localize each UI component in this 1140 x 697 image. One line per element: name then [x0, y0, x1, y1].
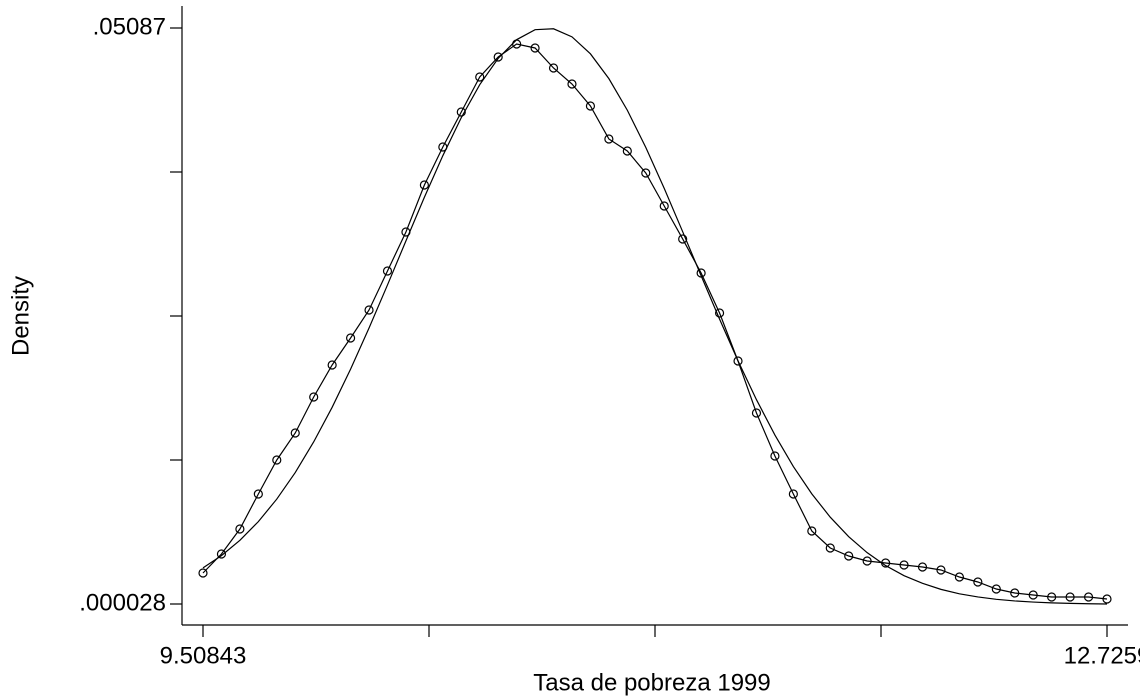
- marker: [198, 568, 208, 578]
- marker: [1047, 592, 1057, 602]
- marker: [364, 305, 374, 315]
- marker: [235, 524, 245, 534]
- marker: [936, 565, 946, 575]
- marker: [954, 572, 965, 582]
- y-tick-label: .000028: [79, 589, 166, 616]
- marker: [382, 266, 393, 276]
- x-tick-label: 12.7259: [1064, 642, 1140, 669]
- y-tick-label: .05087: [93, 13, 166, 40]
- series-line: [202, 28, 1108, 605]
- marker: [770, 451, 780, 461]
- marker: [253, 489, 263, 499]
- marker: [659, 201, 669, 211]
- marker: [991, 584, 1001, 594]
- marker: [272, 455, 282, 465]
- marker: [622, 146, 632, 156]
- marker: [917, 562, 928, 572]
- marker: [456, 107, 466, 117]
- marker: [844, 551, 854, 561]
- marker: [604, 134, 614, 144]
- y-axis-title: Density: [7, 276, 34, 356]
- marker: [585, 101, 596, 111]
- marker: [1102, 594, 1112, 604]
- marker: [1065, 592, 1075, 602]
- marker: [475, 72, 485, 82]
- marker: [1028, 590, 1038, 600]
- marker: [733, 356, 743, 366]
- marker: [973, 577, 983, 587]
- marker: [714, 308, 725, 318]
- marker: [493, 52, 503, 62]
- marker: [678, 234, 688, 244]
- marker: [530, 43, 540, 53]
- marker: [751, 408, 762, 418]
- marker: [899, 560, 909, 570]
- marker: [825, 543, 835, 553]
- marker: [1010, 588, 1020, 598]
- marker: [788, 489, 798, 499]
- marker: [216, 549, 227, 559]
- marker: [327, 360, 337, 370]
- marker: [290, 428, 300, 438]
- marker: [1083, 592, 1094, 602]
- series-line: [202, 43, 1108, 600]
- marker: [567, 79, 577, 89]
- marker: [548, 63, 559, 73]
- marker: [419, 180, 429, 190]
- marker: [641, 168, 651, 178]
- marker: [309, 392, 319, 402]
- marker: [862, 556, 872, 566]
- marker: [807, 526, 817, 536]
- x-axis-title: Tasa de pobreza 1999: [533, 669, 771, 696]
- x-tick-label: 9.50843: [160, 642, 247, 669]
- marker: [345, 333, 356, 343]
